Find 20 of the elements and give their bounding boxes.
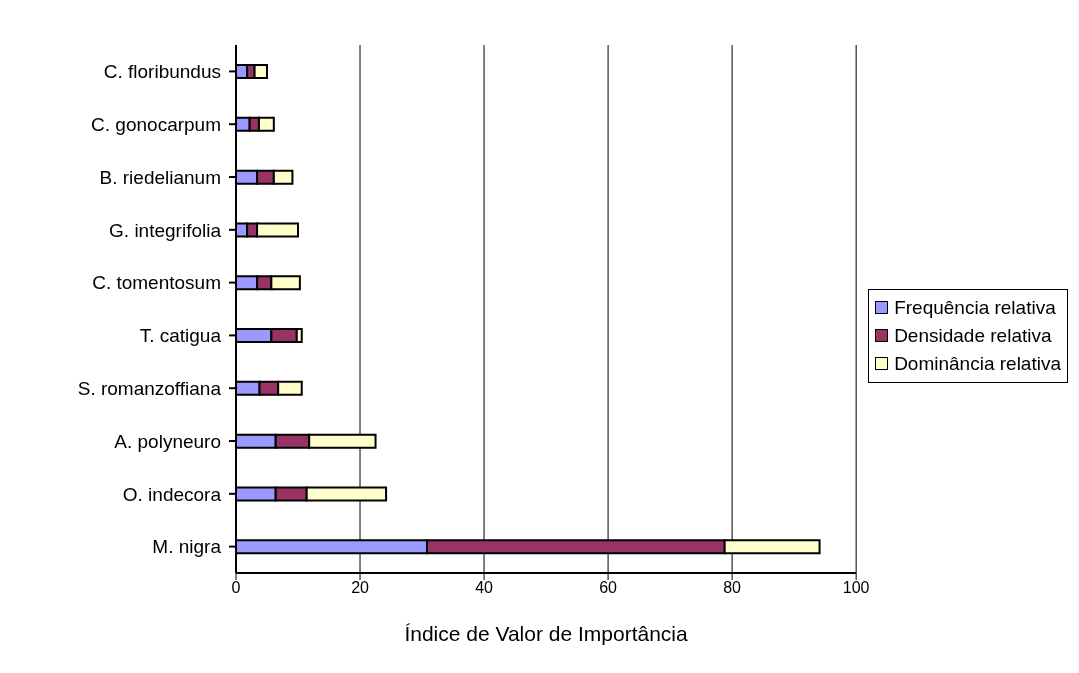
legend-label: Densidade relativa (894, 323, 1052, 348)
x-axis-title: Índice de Valor de Importância (404, 622, 689, 645)
y-tick-label: O. indecora (122, 483, 222, 505)
legend-label: Frequência relativa (894, 295, 1056, 320)
y-tick-label: C. floribundus (103, 61, 221, 83)
y-tick-label: M. nigra (152, 536, 222, 558)
x-tick-label: 40 (475, 579, 494, 597)
x-tick-label: 80 (723, 579, 742, 597)
y-tick-label: G. integrifolia (109, 219, 222, 241)
x-tick-label: 60 (599, 579, 618, 597)
y-tick-label: C. gonocarpum (91, 113, 221, 135)
y-tick-label: B. riedelianum (99, 166, 221, 188)
y-tick-label: A. polyneuro (114, 430, 221, 452)
x-tick-label: 0 (231, 579, 241, 597)
x-tick-label: 100 (842, 579, 870, 597)
y-tick-label: T. catigua (139, 325, 222, 347)
y-tick-label: S. romanzoffiana (77, 377, 222, 399)
x-tick-label: 20 (351, 579, 370, 597)
legend-label: Dominância relativa (894, 351, 1061, 376)
y-tick-label: C. tomentosum (92, 272, 221, 294)
